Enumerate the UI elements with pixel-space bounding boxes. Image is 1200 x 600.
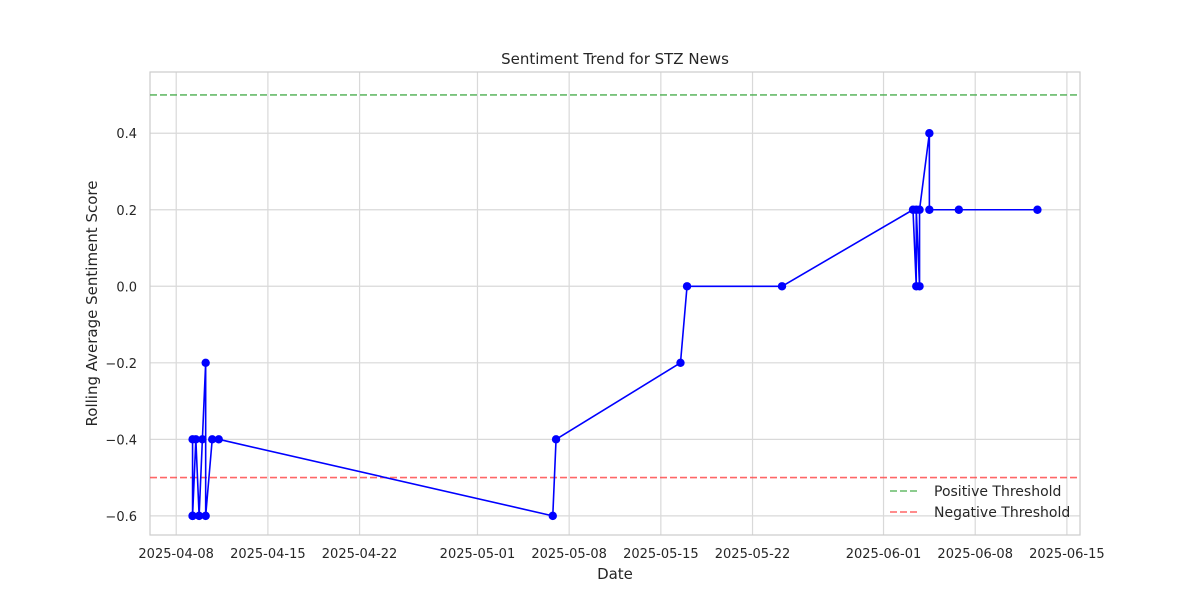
y-axis-ticks: −0.6 −0.4 −0.2 0.0 0.2 0.4 (105, 127, 137, 525)
data-point (682, 282, 692, 291)
x-tick-label: 2025-05-01 (440, 547, 516, 562)
x-tick-label: 2025-06-08 (937, 547, 1013, 562)
x-axis-ticks: 2025-04-08 2025-04-15 2025-04-22 2025-05-01… (138, 547, 1104, 562)
data-point (194, 511, 204, 521)
data-point (201, 511, 210, 521)
data-point (925, 129, 934, 138)
data-point (915, 205, 924, 214)
x-tick-label: 2025-04-15 (230, 547, 306, 562)
data-point (548, 511, 557, 521)
y-tick-label: 0.0 (116, 280, 137, 295)
chart-title: Sentiment Trend for STZ News (501, 50, 729, 68)
data-point (676, 358, 685, 368)
legend-label: Negative Threshold (934, 505, 1070, 521)
data-point (925, 205, 934, 214)
data-point (208, 435, 217, 444)
series-line (191, 132, 1038, 517)
x-axis-title: Date (597, 565, 633, 583)
data-point (201, 358, 210, 368)
y-tick-label: −0.4 (105, 433, 137, 448)
data-point (915, 282, 924, 291)
y-tick-label: −0.6 (105, 510, 137, 525)
x-tick-label: 2025-05-08 (531, 547, 607, 562)
threshold-lines (150, 94, 1080, 479)
series-sentiment (188, 129, 1042, 521)
data-point (777, 282, 787, 291)
data-point (188, 511, 197, 521)
data-point (214, 435, 223, 444)
data-point (1033, 205, 1042, 214)
x-tick-label: 2025-05-22 (715, 547, 791, 562)
grid (150, 72, 1080, 535)
data-point (191, 435, 201, 444)
plot-area-frame (149, 71, 1081, 536)
data-point (954, 205, 964, 214)
x-tick-label: 2025-06-15 (1029, 547, 1105, 562)
data-point (198, 435, 207, 444)
y-tick-label: 0.2 (116, 204, 137, 219)
x-tick-label: 2025-05-15 (623, 547, 699, 562)
y-axis-title: Rolling Average Sentiment Score (83, 181, 101, 427)
legend: Positive Threshold Negative Threshold (890, 484, 1070, 521)
x-tick-label: 2025-04-22 (322, 547, 398, 562)
y-tick-label: −0.2 (105, 357, 137, 372)
y-tick-label: 0.4 (116, 127, 137, 142)
legend-label: Positive Threshold (934, 484, 1061, 500)
x-tick-label: 2025-04-08 (138, 547, 214, 562)
x-tick-label: 2025-06-01 (846, 547, 922, 562)
data-point (551, 435, 561, 444)
